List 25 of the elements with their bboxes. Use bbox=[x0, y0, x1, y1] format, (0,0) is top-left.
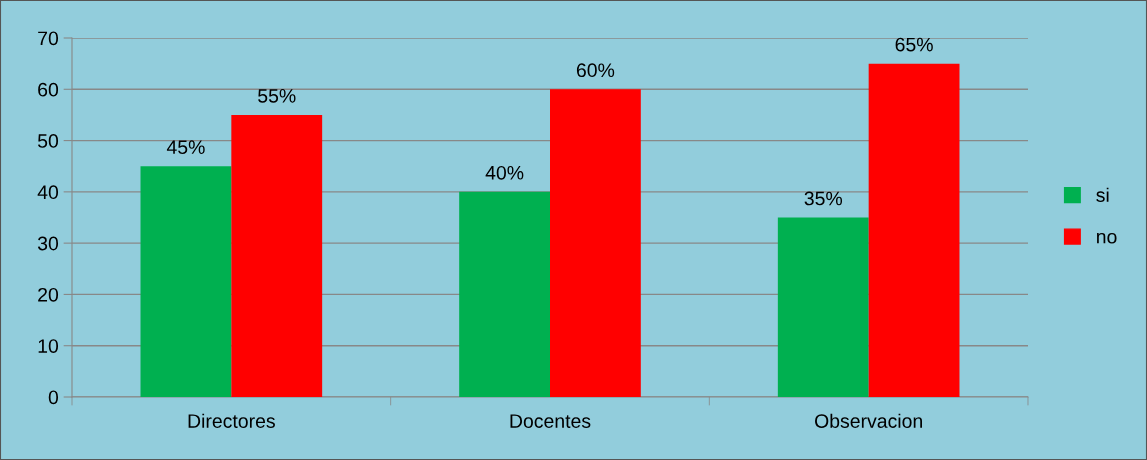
y-tick-label: 0 bbox=[48, 390, 59, 405]
y-tick-label: 70 bbox=[38, 31, 59, 46]
bar bbox=[231, 114, 323, 397]
x-tick-label: Observacion bbox=[815, 413, 922, 428]
data-label: 55% bbox=[258, 89, 296, 103]
x-tick-label: Docentes bbox=[510, 414, 591, 428]
bar bbox=[550, 89, 641, 397]
bar bbox=[777, 217, 869, 397]
data-label: 35% bbox=[804, 191, 843, 206]
data-label: 65% bbox=[895, 37, 933, 52]
data-label: 40% bbox=[485, 165, 524, 180]
bar bbox=[140, 166, 232, 397]
legend-label: si bbox=[1096, 187, 1109, 202]
data-label: 60% bbox=[576, 63, 615, 78]
y-tick-label: 30 bbox=[37, 236, 59, 251]
data-label: 45% bbox=[166, 140, 205, 155]
y-tick-label: 60 bbox=[38, 82, 59, 97]
bar bbox=[459, 191, 550, 397]
y-tick-label: 40 bbox=[37, 185, 59, 200]
bar bbox=[868, 63, 960, 397]
x-tick-label: Directores bbox=[188, 413, 275, 428]
y-tick-label: 20 bbox=[38, 287, 59, 302]
legend-label: no bbox=[1097, 232, 1117, 244]
y-tick-label: 50 bbox=[37, 134, 59, 148]
y-tick-label: 10 bbox=[38, 339, 59, 353]
